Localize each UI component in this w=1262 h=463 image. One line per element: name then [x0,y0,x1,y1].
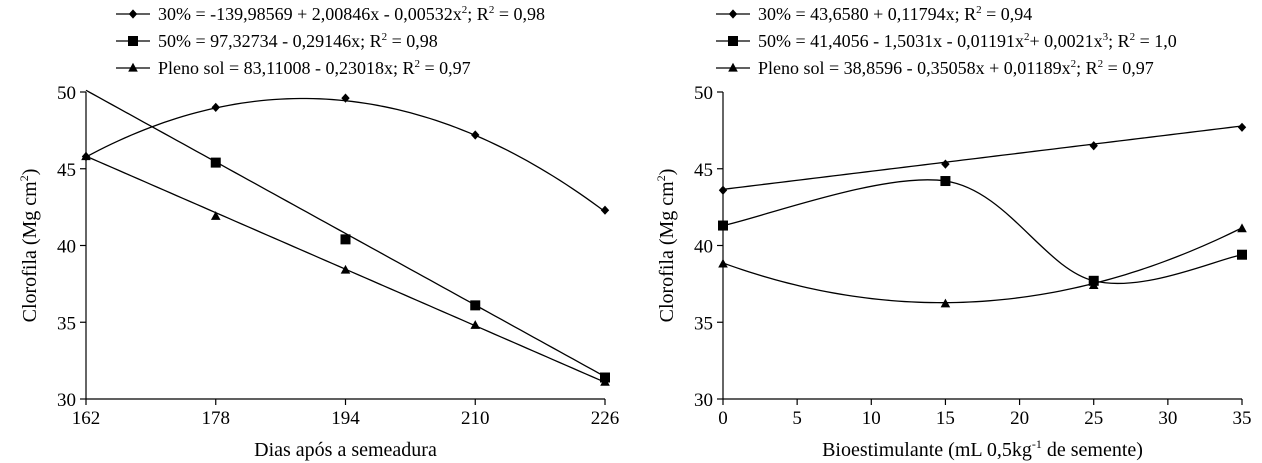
y-tick-label: 35 [694,313,713,334]
data-point-square [940,176,951,187]
y-tick-label: 50 [57,83,76,104]
data-point-triangle [340,264,351,274]
x-tick-label: 5 [792,408,802,429]
legend-marker-square [128,36,138,46]
data-point-triangle [210,211,221,220]
legend-marker-diamond [728,9,738,19]
data-point-square [340,234,351,245]
series-triangle [718,223,1247,308]
x-tick-label: 20 [1010,408,1029,429]
series-line [722,179,1243,285]
y-tick-label: 30 [57,390,76,411]
data-point-diamond [1089,141,1098,151]
data-point-triangle [600,376,610,386]
y-tick-label: 40 [57,237,76,258]
legend-marker-square [728,36,738,46]
series-triangle [81,151,610,386]
legend-label: 30% = 43,6580 + 0,11794x; R2 = 0,94 [758,4,1032,24]
legend-label: Pleno sol = 38,8596 - 0,35058x + 0,01189… [758,58,1154,78]
legend-label: 30% = -139,98569 + 2,00846x - 0,00532x2;… [158,4,545,24]
x-tick-label: 35 [1233,408,1252,429]
data-point-diamond [341,93,350,103]
series-line [722,227,1243,304]
x-tick-label: 25 [1084,408,1103,429]
x-axis-title: Dias após a semeadura [254,439,437,461]
legend-label: 50% = 97,32734 - 0,29146x; R2 = 0,98 [158,31,438,51]
data-point-diamond [941,159,950,169]
legend-marker-triangle [728,62,738,72]
legend-entry: 50% = 41,4056 - 1,5031x - 0,01191x2+ 0,0… [716,31,1177,51]
chart-panel-b: 30 35 40 45 50 0 5 10 15 20 25 30 35 Bioestimulante (… [654,4,1252,461]
chart-panel-a: 30 35 40 45 50 162 178 194 210 226 Dias após a sem… [17,4,619,461]
data-point-triangle [1237,223,1247,233]
data-point-square [210,157,221,168]
data-point-square [470,300,481,311]
data-point-diamond [600,205,610,215]
data-point-square [1237,249,1247,260]
x-tick-label: 10 [862,408,881,429]
y-tick-label: 30 [694,390,713,411]
data-point-triangle [81,151,91,161]
series-square [718,176,1247,286]
series-diamond [718,122,1247,195]
x-tick-label: 30 [1158,408,1177,429]
legend-label: Pleno sol = 83,11008 - 0,23018x; R2 = 0,… [158,58,471,78]
x-tick-label: 226 [591,408,620,429]
y-tick-label: 40 [694,237,713,258]
legend-entry: 30% = -139,98569 + 2,00846x - 0,00532x2;… [116,4,545,24]
y-tick-label: 45 [694,160,713,181]
legend-marker-triangle [128,62,138,72]
legend-entry: 30% = 43,6580 + 0,11794x; R2 = 0,94 [716,4,1032,24]
data-point-triangle [470,320,481,329]
y-tick-label: 45 [57,160,76,181]
data-point-triangle [940,298,951,308]
y-tick-label: 35 [57,313,76,334]
legend-entry: Pleno sol = 38,8596 - 0,35058x + 0,01189… [716,58,1154,78]
data-point-diamond [211,102,220,112]
legend-entry: 50% = 97,32734 - 0,29146x; R2 = 0,98 [116,31,438,51]
legend-label: 50% = 41,4056 - 1,5031x - 0,01191x2+ 0,0… [758,31,1177,51]
x-tick-label: 15 [936,408,955,429]
x-tick-label: 178 [202,408,231,429]
series-line [85,89,606,378]
series-line [85,97,606,213]
series-line [722,125,1243,190]
data-point-triangle [1088,280,1099,290]
y-tick-label: 50 [694,83,713,104]
data-point-diamond [718,185,728,195]
series-diamond [81,93,610,215]
x-axis-title: Bioestimulante (mL 0,5kg-1 de semente) [822,437,1143,461]
legend-marker-diamond [128,9,138,19]
x-tick-label: 194 [331,408,360,429]
data-point-diamond [1237,122,1247,132]
y-axis-title: Clorofila (Mg cm2) [654,169,678,323]
x-tick-label: 0 [718,408,728,429]
data-point-diamond [471,130,480,140]
y-axis-title: Clorofila (Mg cm2) [17,169,41,323]
series-square [85,89,610,383]
data-point-square [718,220,728,231]
x-tick-label: 162 [72,408,101,429]
x-tick-label: 210 [461,408,490,429]
legend-entry: Pleno sol = 83,11008 - 0,23018x; R2 = 0,… [116,58,471,78]
data-point-triangle [718,258,728,268]
